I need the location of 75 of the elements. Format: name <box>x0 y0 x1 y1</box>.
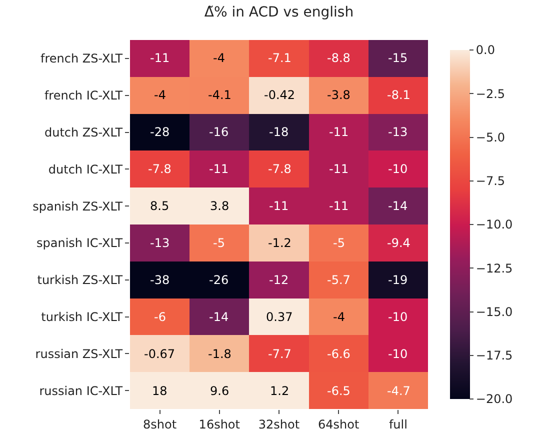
data-label: -12 <box>269 273 289 287</box>
y-tick-label: dutch IC-XLT <box>48 162 124 176</box>
data-label: 9.6 <box>210 384 230 398</box>
data-label: -28 <box>150 125 170 139</box>
data-label: -5.7 <box>327 273 350 287</box>
data-label: -5 <box>333 236 345 250</box>
data-label: 18 <box>152 384 168 398</box>
data-label: -15 <box>388 51 408 65</box>
color-bar-label: 0.0 <box>476 43 495 58</box>
data-label: -7.8 <box>268 162 292 176</box>
y-tick-label: french ZS-XLT <box>40 52 124 66</box>
data-label: -11 <box>329 199 349 213</box>
x-tick-label: 8shot <box>143 417 177 432</box>
data-label: -8.8 <box>327 51 350 65</box>
data-label: -4.1 <box>208 88 232 102</box>
data-label: 1.2 <box>270 384 290 398</box>
data-label: -0.42 <box>264 88 296 102</box>
y-tick-label: turkish IC-XLT <box>41 310 124 324</box>
data-label: 8.5 <box>150 199 170 213</box>
x-tick-label: full <box>388 417 408 432</box>
y-tick-label: russian IC-XLT <box>39 384 124 398</box>
data-label: -6.6 <box>327 347 350 361</box>
data-label: -4 <box>154 88 166 102</box>
color-bar-label: −20.0 <box>476 392 513 406</box>
data-label: 3.8 <box>210 199 230 213</box>
y-tick-label: russian ZS-XLT <box>35 346 124 361</box>
data-label: -9.4 <box>387 236 410 250</box>
y-tick-label: dutch ZS-XLT <box>44 125 124 140</box>
y-tick-label: spanish ZS-XLT <box>32 199 124 214</box>
data-label: -19 <box>388 273 408 287</box>
data-label: -13 <box>150 236 170 250</box>
data-label: -11 <box>329 162 349 176</box>
data-label: -6 <box>154 310 166 324</box>
data-label: -5 <box>213 236 225 250</box>
x-tick-label: 32shot <box>258 417 300 432</box>
data-label: -11 <box>269 199 289 213</box>
data-label: -10 <box>388 162 408 176</box>
data-label: -11 <box>150 51 170 65</box>
x-tick-label: 64shot <box>318 417 360 432</box>
color-bar-label: −17.5 <box>476 348 513 363</box>
x-tick-label: 16shot <box>198 417 240 432</box>
data-label: -13 <box>388 125 408 139</box>
data-label: -8.1 <box>387 88 410 102</box>
data-label: -0.67 <box>144 347 176 361</box>
data-label: -10 <box>388 310 408 324</box>
y-tick-label: french IC-XLT <box>44 88 124 103</box>
data-label: -11 <box>329 125 349 139</box>
data-label: -4.7 <box>387 384 410 398</box>
data-label: -16 <box>209 125 229 139</box>
color-bar-label: −15.0 <box>476 304 513 319</box>
color-bar-label: −2.5 <box>476 86 506 101</box>
data-label: -18 <box>269 125 289 139</box>
data-label: -14 <box>388 199 408 213</box>
data-label: -4 <box>213 51 225 65</box>
data-label: -3.8 <box>327 88 350 102</box>
data-label: -6.5 <box>327 384 350 398</box>
chart-title: Δ̃% in ACD vs english <box>204 4 354 20</box>
data-label: -4 <box>333 310 345 324</box>
color-bar-label: −12.5 <box>476 261 513 276</box>
data-label: -7.8 <box>148 162 172 176</box>
data-label: -10 <box>388 347 408 361</box>
data-label: -26 <box>209 273 229 287</box>
color-bar-label: −7.5 <box>476 174 506 188</box>
y-tick-label: turkish ZS-XLT <box>37 273 124 288</box>
data-label: -38 <box>150 273 170 287</box>
color-bar-label: −10.0 <box>476 218 513 232</box>
data-label: -11 <box>209 162 229 176</box>
color-bar-label: −5.0 <box>476 130 506 144</box>
data-label: 0.37 <box>266 310 293 324</box>
data-label: -14 <box>209 310 229 324</box>
data-label: -7.7 <box>268 347 292 361</box>
data-label: -1.2 <box>268 236 292 250</box>
data-label: -7.1 <box>268 51 292 65</box>
data-label: -1.8 <box>208 347 232 361</box>
y-tick-label: spanish IC-XLT <box>36 236 124 250</box>
